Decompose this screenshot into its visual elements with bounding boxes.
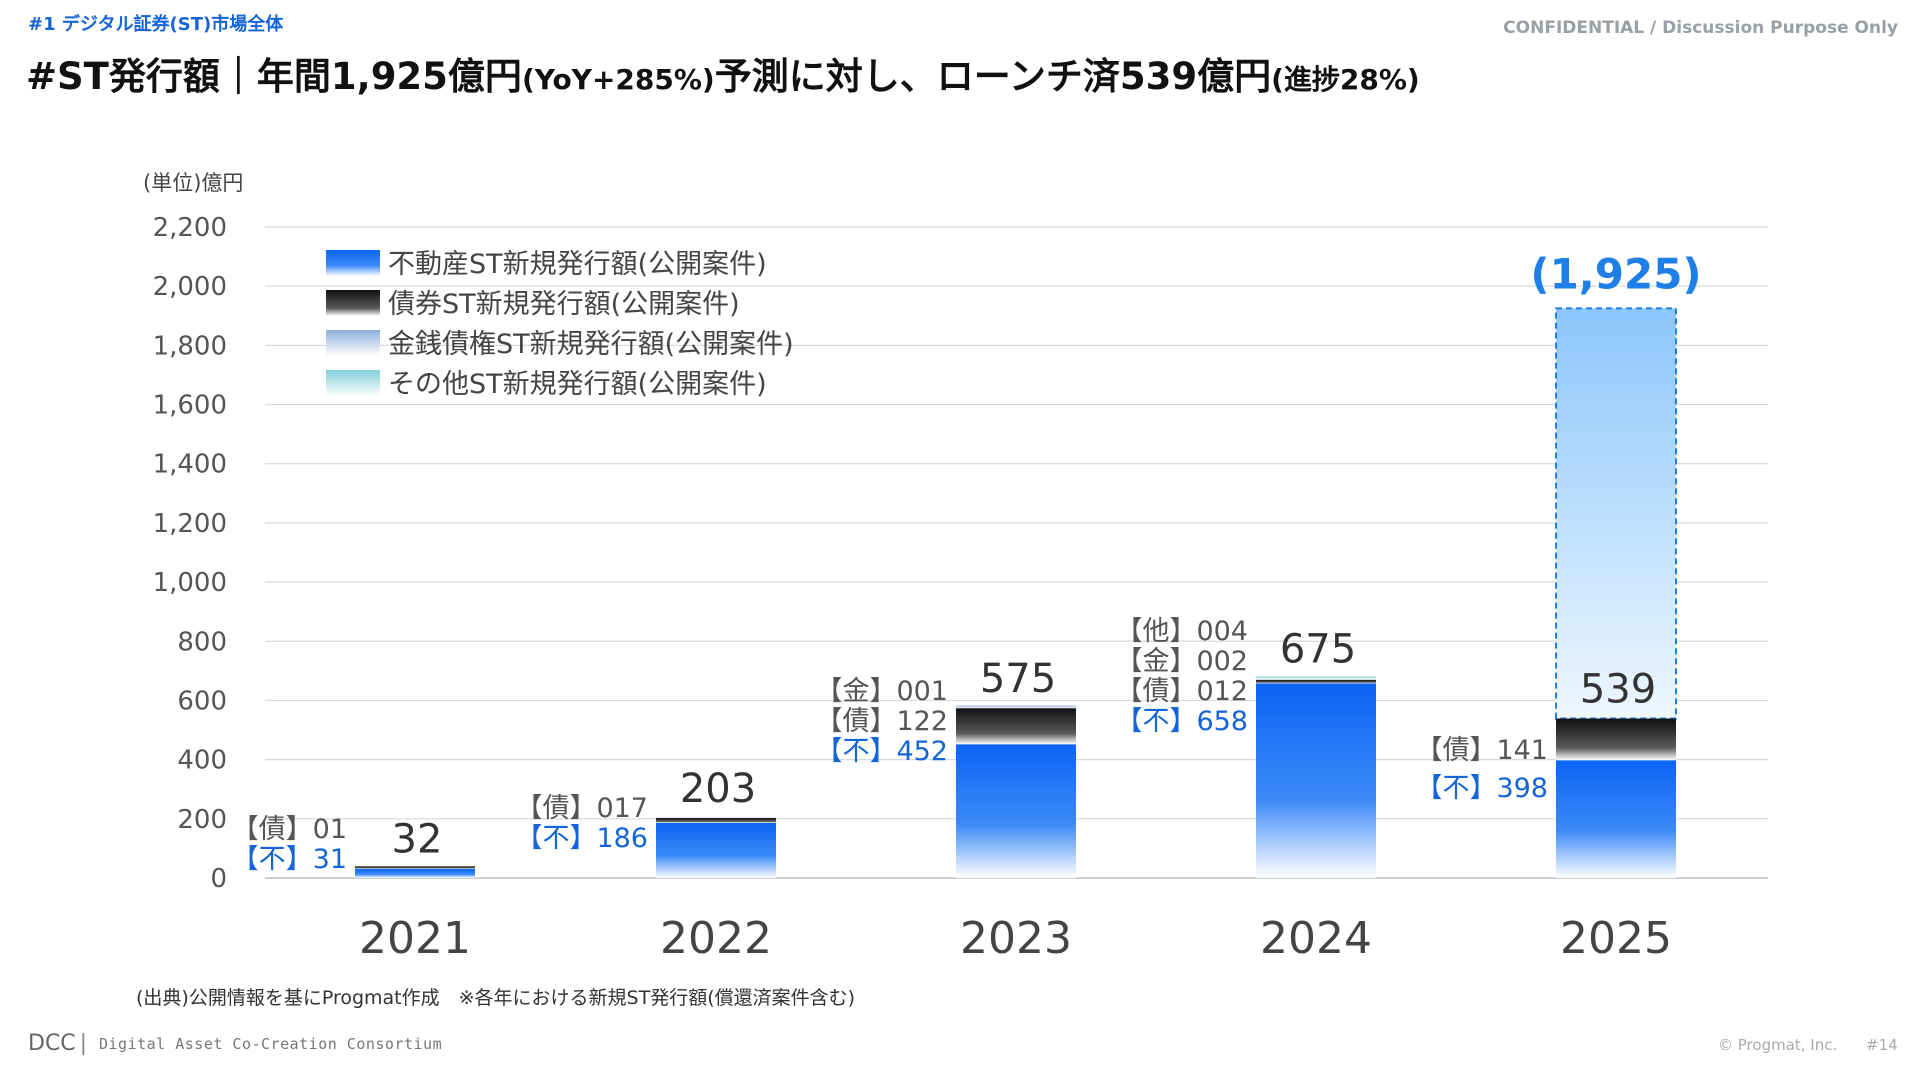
y-unit-label: (単位)億円 xyxy=(143,171,243,195)
legend-swatch-other xyxy=(326,370,380,396)
forecast-label: (1,925) xyxy=(1530,249,1701,298)
bar-realestate-2021 xyxy=(355,868,475,878)
y-tick-label: 2,200 xyxy=(153,213,227,243)
title-part-main: #ST発行額｜年間1,925億円 xyxy=(26,55,522,98)
bar-realestate-2024 xyxy=(1256,683,1376,878)
legend-swatch-bond xyxy=(326,290,380,316)
title-part-ratio: (進捗28%) xyxy=(1271,63,1420,96)
segment-label-bond-2024: 【債】012 xyxy=(1115,676,1248,707)
bar-realestate-2025 xyxy=(1556,760,1676,878)
bar-bond-2021 xyxy=(355,866,475,869)
total-label-2025: 539 xyxy=(1580,667,1656,713)
y-tick-label: 800 xyxy=(177,627,227,657)
legend-label-realestate: 不動産ST新規発行額(公開案件) xyxy=(388,249,767,280)
bar-bond-2023 xyxy=(956,708,1076,745)
segment-label-realestate-2024: 【不】658 xyxy=(1115,706,1248,737)
bar-bond-2022 xyxy=(656,817,776,823)
y-tick-label: 1,600 xyxy=(153,391,227,421)
title-part-progress: 予測に対し、ローンチ済539億円 xyxy=(714,55,1272,98)
confidential-label: CONFIDENTIAL / Discussion Purpose Only xyxy=(1503,18,1898,38)
x-tick-label: 2025 xyxy=(1560,913,1672,964)
forecast-bar xyxy=(1555,307,1677,720)
segment-label-bond-2025: 【債】141 xyxy=(1415,735,1548,766)
page-number: #14 xyxy=(1866,1036,1898,1054)
segment-label-realestate-2021: 【不】31 xyxy=(232,844,347,875)
legend-label-other: その他ST新規発行額(公開案件) xyxy=(388,369,767,400)
page-title: #ST発行額｜年間1,925億円(YoY+285%)予測に対し、ローンチ済539… xyxy=(26,46,1420,100)
bar-monetary-2023 xyxy=(956,705,1076,709)
y-tick-label: 2,000 xyxy=(153,272,227,302)
consortium-name: Digital Asset Co-Creation Consortium xyxy=(99,1035,443,1053)
x-tick-label: 2024 xyxy=(1260,913,1372,964)
y-tick-label: 1,000 xyxy=(153,568,227,598)
x-tick-label: 2021 xyxy=(359,913,471,964)
bar-bond-2024 xyxy=(1256,679,1376,684)
copyright: © Progmat, Inc. xyxy=(1718,1036,1838,1054)
y-tick-label: 200 xyxy=(177,805,227,835)
total-label-2021: 32 xyxy=(392,817,443,863)
title-part-yoy: (YoY+285%) xyxy=(521,63,715,96)
y-tick-label: 1,200 xyxy=(153,509,227,539)
source-note: (出典)公開情報を基にProgmat作成 ※各年における新規ST発行額(償還済案… xyxy=(136,987,856,1009)
total-label-2023: 575 xyxy=(980,656,1056,702)
logo-divider: | xyxy=(79,1031,88,1056)
y-tick-label: 0 xyxy=(210,864,227,894)
y-tick-label: 600 xyxy=(177,686,227,716)
legend-swatch-monetary xyxy=(326,330,380,356)
bar-realestate-2023 xyxy=(956,744,1076,878)
dcc-logo: DCC | xyxy=(28,1031,91,1056)
legend-label-monetary: 金銭債権ST新規発行額(公開案件) xyxy=(388,329,794,360)
y-tick-label: 1,400 xyxy=(153,450,227,480)
bar-other-2024 xyxy=(1256,676,1376,680)
segment-label-other-2024: 【他】004 xyxy=(1115,616,1248,647)
segment-label-realestate-2022: 【不】186 xyxy=(515,823,648,854)
y-tick-label: 400 xyxy=(177,746,227,776)
segment-label-realestate-2025: 【不】398 xyxy=(1415,773,1548,804)
y-tick-label: 1,800 xyxy=(153,331,227,361)
segment-label-realestate-2023: 【不】452 xyxy=(815,736,948,767)
bar-bond-2025 xyxy=(1556,718,1676,761)
section-tag: #1 デジタル証券(ST)市場全体 xyxy=(28,14,284,35)
segment-label-monetary-2024: 【金】002 xyxy=(1115,646,1248,677)
segment-label-monetary-2023: 【金】001 xyxy=(815,676,948,707)
segment-label-bond-2021: 【債】01 xyxy=(232,814,347,845)
segment-label-bond-2023: 【債】122 xyxy=(815,706,948,737)
total-label-2022: 203 xyxy=(680,766,756,812)
dcc-logo-text: DCC xyxy=(28,1031,76,1056)
segment-label-bond-2022: 【債】017 xyxy=(515,793,648,824)
legend-label-bond: 債券ST新規発行額(公開案件) xyxy=(388,289,740,320)
x-tick-label: 2022 xyxy=(660,913,772,964)
legend-swatch-realestate xyxy=(326,250,380,276)
bar-realestate-2022 xyxy=(656,822,776,878)
x-tick-label: 2023 xyxy=(960,913,1072,964)
total-label-2024: 675 xyxy=(1280,626,1356,672)
